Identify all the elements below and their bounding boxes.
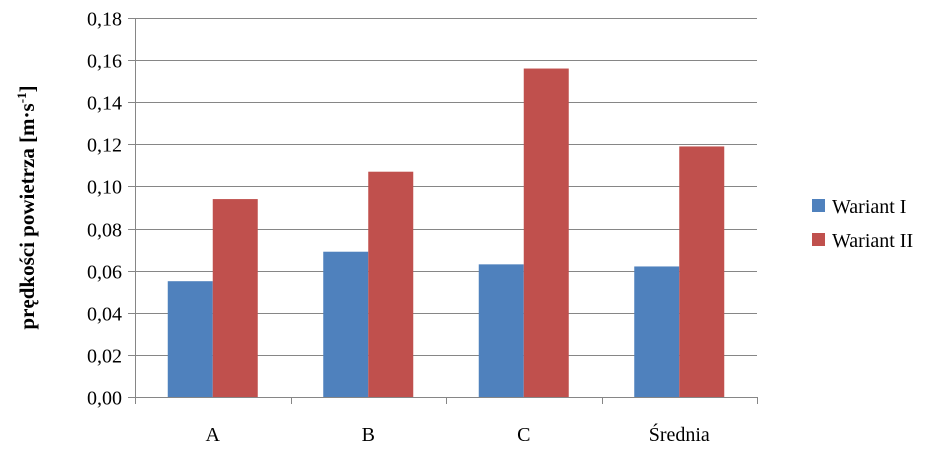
y-axis-label-main: prędkości powietrza [m·s xyxy=(15,103,39,329)
y-tick-label: 0,18 xyxy=(87,9,122,31)
y-axis-ticks: 0,00 0,02 0,04 0,06 0,08 0,10 0,12 0,14 0,16 0,18 xyxy=(87,9,135,410)
bars xyxy=(167,68,725,398)
bar-wariant-i-3 xyxy=(634,266,680,397)
y-tick-label: 0,16 xyxy=(87,51,122,73)
y-tick-label: 0,04 xyxy=(87,304,122,326)
x-axis-ticks: A B C Średnia xyxy=(135,397,758,446)
bar-wariant-i-1 xyxy=(323,251,369,397)
x-tick-label: C xyxy=(517,424,530,446)
y-tick-label: 0,00 xyxy=(87,388,122,410)
y-tick-label: 0,12 xyxy=(87,135,122,157)
legend-label: Wariant I xyxy=(832,196,906,218)
bar-wariant-ii-1 xyxy=(368,171,414,397)
legend-swatch xyxy=(812,233,825,246)
legend: Wariant I Wariant II xyxy=(812,196,913,252)
x-tick-label: B xyxy=(362,424,375,446)
bar-wariant-ii-0 xyxy=(212,199,258,397)
y-tick-label: 0,02 xyxy=(87,346,122,368)
bar-wariant-i-2 xyxy=(478,264,524,397)
bar-wariant-ii-3 xyxy=(679,146,725,397)
y-axis-label-superscript: -1 xyxy=(14,92,29,103)
legend-label: Wariant II xyxy=(832,230,913,252)
bar-wariant-i-0 xyxy=(167,281,213,397)
x-tick-label: A xyxy=(206,424,221,446)
y-axis-label-suffix: ] xyxy=(15,85,39,92)
y-tick-label: 0,10 xyxy=(87,177,122,199)
y-tick-label: 0,08 xyxy=(87,220,122,242)
bar-wariant-ii-2 xyxy=(523,68,569,398)
x-tick-label: Średnia xyxy=(649,422,710,446)
y-axis-label: prędkości powietrza [m·s-1] xyxy=(14,85,39,329)
y-tick-label: 0,06 xyxy=(87,262,122,284)
y-tick-label: 0,14 xyxy=(87,93,122,115)
legend-swatch xyxy=(812,199,825,212)
